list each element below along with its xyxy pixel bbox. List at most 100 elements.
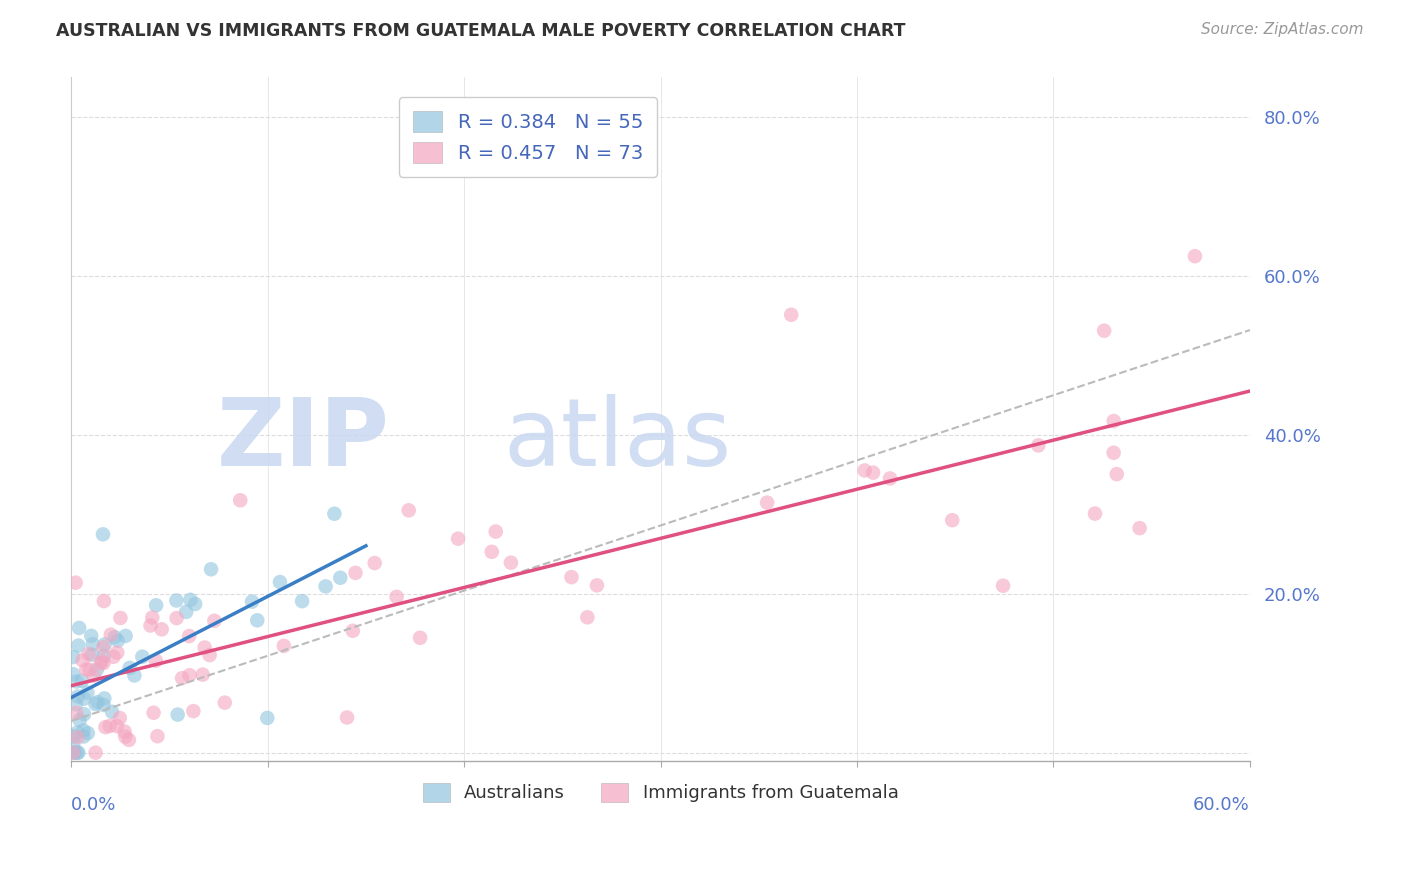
Point bbox=[1129, 521, 1152, 535]
Point bbox=[62, 667, 84, 681]
Text: AUSTRALIAN VS IMMIGRANTS FROM GUATEMALA MALE POVERTY CORRELATION CHART: AUSTRALIAN VS IMMIGRANTS FROM GUATEMALA … bbox=[56, 22, 905, 40]
Point bbox=[1102, 414, 1125, 428]
Point bbox=[146, 729, 169, 743]
Point bbox=[142, 706, 165, 720]
Point bbox=[65, 575, 87, 590]
Point bbox=[62, 739, 84, 753]
Point bbox=[62, 729, 84, 743]
Point bbox=[246, 613, 269, 627]
Point bbox=[90, 657, 112, 671]
Point bbox=[184, 597, 207, 611]
Point bbox=[315, 579, 337, 593]
Point bbox=[291, 594, 314, 608]
Point bbox=[409, 631, 432, 645]
Point bbox=[90, 654, 112, 668]
Point bbox=[179, 668, 201, 682]
Point bbox=[83, 668, 105, 682]
Point bbox=[86, 663, 108, 677]
Point bbox=[114, 730, 136, 744]
Point bbox=[105, 646, 128, 660]
Point bbox=[1102, 446, 1125, 460]
Point bbox=[63, 746, 86, 760]
Point bbox=[240, 595, 263, 609]
Point bbox=[93, 656, 115, 670]
Point bbox=[84, 697, 107, 711]
Point bbox=[73, 707, 96, 722]
Point bbox=[66, 725, 89, 739]
Point bbox=[72, 723, 94, 738]
Point bbox=[586, 578, 609, 592]
Point bbox=[862, 466, 884, 480]
Point bbox=[941, 513, 963, 527]
Point bbox=[69, 713, 91, 727]
Point bbox=[77, 647, 100, 661]
Point bbox=[62, 650, 84, 665]
Point bbox=[398, 503, 420, 517]
Point bbox=[229, 493, 252, 508]
Point bbox=[79, 663, 101, 677]
Point bbox=[344, 566, 367, 580]
Point bbox=[269, 575, 291, 590]
Point bbox=[214, 696, 236, 710]
Point bbox=[66, 746, 89, 760]
Point bbox=[1026, 438, 1049, 452]
Point bbox=[114, 629, 136, 643]
Text: ZIP: ZIP bbox=[217, 393, 389, 485]
Point bbox=[73, 691, 96, 706]
Point bbox=[114, 724, 136, 739]
Point bbox=[1105, 467, 1128, 482]
Legend: Australians, Immigrants from Guatemala: Australians, Immigrants from Guatemala bbox=[415, 775, 905, 810]
Point bbox=[62, 746, 84, 760]
Point bbox=[67, 621, 90, 635]
Point bbox=[124, 668, 146, 682]
Point bbox=[62, 746, 84, 760]
Point bbox=[256, 711, 278, 725]
Point bbox=[1184, 249, 1206, 263]
Point bbox=[179, 629, 201, 643]
Point bbox=[65, 697, 87, 711]
Point bbox=[75, 663, 97, 677]
Point bbox=[93, 637, 115, 651]
Point bbox=[200, 562, 222, 576]
Point bbox=[329, 571, 352, 585]
Point bbox=[141, 610, 163, 624]
Point bbox=[107, 633, 129, 648]
Point bbox=[131, 649, 153, 664]
Point bbox=[66, 730, 89, 744]
Point bbox=[80, 629, 103, 643]
Point bbox=[150, 622, 173, 636]
Point bbox=[576, 610, 599, 624]
Point bbox=[323, 507, 346, 521]
Point bbox=[499, 556, 522, 570]
Point bbox=[70, 673, 93, 688]
Point bbox=[191, 667, 214, 681]
Point bbox=[991, 579, 1014, 593]
Point bbox=[67, 746, 90, 760]
Point bbox=[165, 593, 187, 607]
Point bbox=[485, 524, 508, 539]
Point bbox=[86, 695, 108, 709]
Point bbox=[72, 730, 94, 744]
Point bbox=[118, 661, 141, 675]
Point bbox=[385, 590, 408, 604]
Text: 60.0%: 60.0% bbox=[1194, 797, 1250, 814]
Point bbox=[879, 471, 901, 485]
Point bbox=[65, 706, 87, 720]
Point bbox=[336, 710, 359, 724]
Point bbox=[139, 618, 162, 632]
Point bbox=[80, 648, 103, 662]
Point bbox=[82, 637, 104, 651]
Text: Source: ZipAtlas.com: Source: ZipAtlas.com bbox=[1201, 22, 1364, 37]
Point bbox=[780, 308, 803, 322]
Point bbox=[93, 594, 115, 608]
Point bbox=[65, 674, 87, 689]
Point bbox=[481, 545, 503, 559]
Point bbox=[118, 732, 141, 747]
Point bbox=[72, 653, 94, 667]
Point bbox=[166, 707, 188, 722]
Point bbox=[93, 648, 115, 663]
Point bbox=[194, 640, 217, 655]
Point bbox=[756, 495, 779, 509]
Point bbox=[447, 532, 470, 546]
Point bbox=[174, 605, 197, 619]
